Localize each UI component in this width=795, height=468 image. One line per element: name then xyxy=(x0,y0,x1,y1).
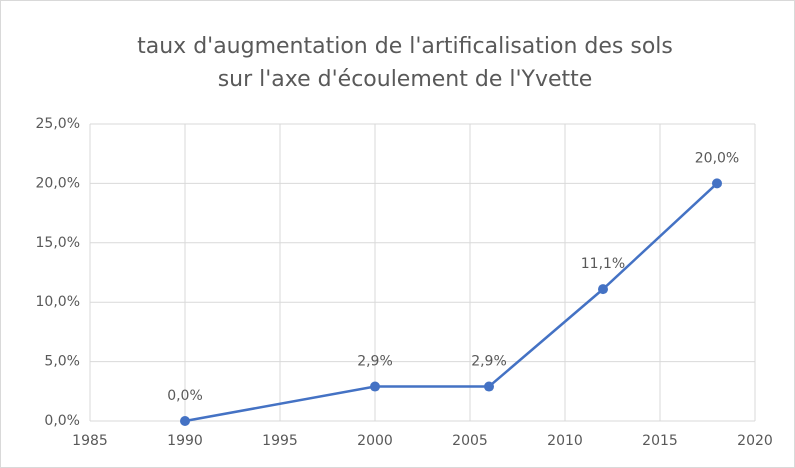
x-tick-label: 2010 xyxy=(547,433,583,449)
chart-title: taux d'augmentation de l'artificalisatio… xyxy=(137,34,673,59)
data-label: 11,1% xyxy=(581,256,625,272)
y-tick-label: 25,0% xyxy=(36,116,80,132)
x-tick-label: 2000 xyxy=(357,433,393,449)
y-tick-label: 20,0% xyxy=(36,175,80,191)
x-tick-label: 2015 xyxy=(642,433,678,449)
data-label: 20,0% xyxy=(695,150,739,166)
y-tick-label: 0,0% xyxy=(44,413,80,429)
chart-title: sur l'axe d'écoulement de l'Yvette xyxy=(218,67,593,92)
y-tick-label: 5,0% xyxy=(44,354,80,370)
data-label: 2,9% xyxy=(357,354,393,370)
data-label: 2,9% xyxy=(471,354,507,370)
y-tick-label: 15,0% xyxy=(36,235,80,251)
x-tick-label: 1990 xyxy=(167,433,203,449)
point xyxy=(484,381,494,392)
point xyxy=(712,178,722,189)
point xyxy=(180,416,190,426)
x-tick-label: 2005 xyxy=(452,433,488,449)
data-label: 0,0% xyxy=(167,388,203,404)
x-tick-label: 2020 xyxy=(737,433,773,449)
point xyxy=(598,284,608,295)
point xyxy=(370,381,380,392)
y-tick-label: 10,0% xyxy=(36,294,80,310)
x-tick-label: 1995 xyxy=(262,433,298,449)
x-tick-label: 1985 xyxy=(72,433,108,449)
